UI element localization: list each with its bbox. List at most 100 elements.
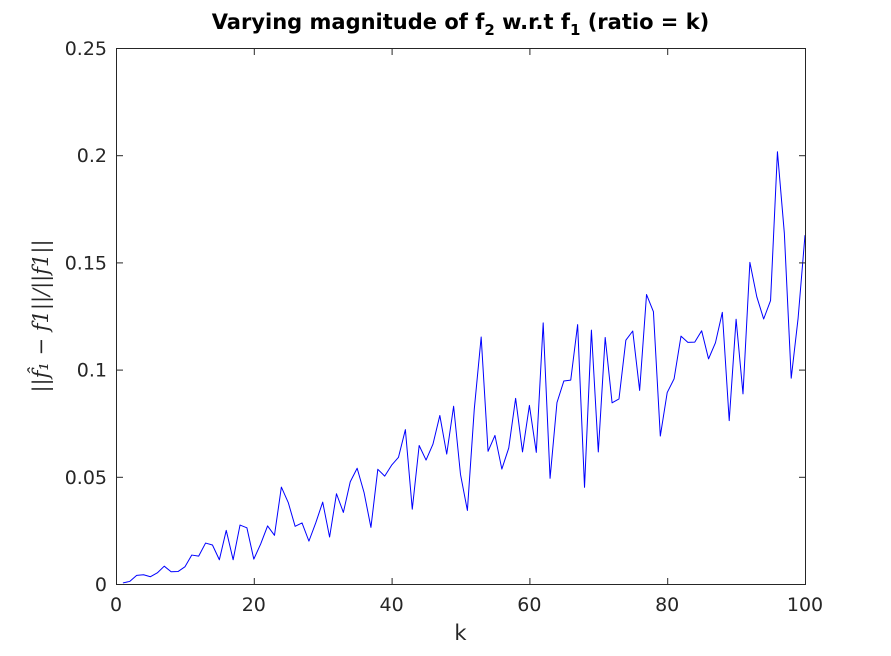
x-tick-label: 40 bbox=[380, 594, 404, 616]
data-point bbox=[660, 435, 661, 436]
data-point bbox=[680, 336, 681, 337]
data-point bbox=[673, 378, 674, 379]
ticks-layer: 0 20 40 60 80 100 0 0.05 0.1 0.15 0.2 0.25 bbox=[65, 38, 823, 616]
data-point bbox=[157, 572, 158, 573]
series-layer bbox=[122, 151, 806, 584]
data-point bbox=[536, 452, 537, 453]
data-point bbox=[171, 571, 172, 572]
data-point bbox=[632, 330, 633, 331]
data-point bbox=[315, 522, 316, 523]
data-point bbox=[515, 398, 516, 399]
data-point bbox=[756, 296, 757, 297]
data-point bbox=[398, 457, 399, 458]
data-point bbox=[384, 476, 385, 477]
data-point bbox=[729, 420, 730, 421]
data-point bbox=[164, 566, 165, 567]
data-point bbox=[584, 487, 585, 488]
x-tick-label: 100 bbox=[787, 594, 823, 616]
data-point bbox=[281, 486, 282, 487]
data-point bbox=[563, 380, 564, 381]
data-point bbox=[288, 502, 289, 503]
data-point bbox=[219, 559, 220, 560]
title-subscript-1: 1 bbox=[570, 21, 580, 39]
data-point bbox=[708, 358, 709, 359]
data-point bbox=[150, 576, 151, 577]
data-point bbox=[357, 468, 358, 469]
data-point bbox=[715, 342, 716, 343]
data-point bbox=[233, 559, 234, 560]
data-point bbox=[687, 342, 688, 343]
data-point bbox=[653, 311, 654, 312]
x-tick-label: 0 bbox=[110, 594, 122, 616]
data-point bbox=[129, 581, 130, 582]
data-point bbox=[177, 571, 178, 572]
data-point bbox=[343, 512, 344, 513]
title-subscript-2: 2 bbox=[484, 21, 494, 39]
chart-title: Varying magnitude of f2 w.r.t f1 (ratio … bbox=[212, 10, 710, 39]
data-point bbox=[487, 451, 488, 452]
data-point bbox=[529, 405, 530, 406]
data-point bbox=[419, 445, 420, 446]
axes-frame bbox=[116, 48, 806, 585]
data-point bbox=[667, 392, 668, 393]
data-point bbox=[694, 342, 695, 343]
plot-area bbox=[116, 48, 805, 584]
data-point bbox=[501, 468, 502, 469]
data-point bbox=[350, 481, 351, 482]
data-point bbox=[736, 319, 737, 320]
data-point bbox=[405, 429, 406, 430]
data-point bbox=[618, 398, 619, 399]
data-point bbox=[336, 493, 337, 494]
data-point bbox=[577, 324, 578, 325]
title-mid: w.r.t f bbox=[495, 10, 571, 34]
data-point bbox=[460, 474, 461, 475]
data-point bbox=[770, 300, 771, 301]
data-point bbox=[777, 151, 778, 152]
y-tick-label: 0.2 bbox=[77, 145, 107, 167]
data-point bbox=[784, 232, 785, 233]
data-point bbox=[453, 406, 454, 407]
data-point bbox=[191, 554, 192, 555]
data-point bbox=[295, 526, 296, 527]
data-point bbox=[701, 330, 702, 331]
data-point bbox=[543, 322, 544, 323]
title-main: Varying magnitude of f bbox=[212, 10, 485, 34]
data-point bbox=[611, 402, 612, 403]
data-point bbox=[412, 509, 413, 510]
data-point bbox=[570, 380, 571, 381]
data-point bbox=[425, 459, 426, 460]
data-point bbox=[246, 527, 247, 528]
data-point bbox=[322, 502, 323, 503]
data-point bbox=[481, 336, 482, 337]
y-tick-label: 0.15 bbox=[65, 252, 107, 274]
series-line-1 bbox=[122, 151, 806, 584]
data-point bbox=[508, 447, 509, 448]
y-tick-label: 0 bbox=[95, 574, 107, 596]
data-point bbox=[274, 535, 275, 536]
data-point bbox=[301, 522, 302, 523]
data-point bbox=[749, 262, 750, 263]
y-tick-label: 0.05 bbox=[65, 467, 107, 489]
data-point bbox=[798, 318, 799, 319]
data-point bbox=[239, 524, 240, 525]
data-point bbox=[522, 451, 523, 452]
data-point bbox=[722, 312, 723, 313]
data-point bbox=[260, 543, 261, 544]
data-point bbox=[639, 390, 640, 391]
data-point bbox=[439, 415, 440, 416]
data-point bbox=[598, 451, 599, 452]
data-point bbox=[184, 566, 185, 567]
data-point bbox=[143, 574, 144, 575]
data-point bbox=[494, 435, 495, 436]
data-point bbox=[212, 544, 213, 545]
data-point bbox=[791, 378, 792, 379]
x-tick-label: 60 bbox=[517, 594, 541, 616]
data-point bbox=[467, 510, 468, 511]
data-point bbox=[556, 402, 557, 403]
data-point bbox=[646, 294, 647, 295]
data-point bbox=[329, 536, 330, 537]
data-point bbox=[549, 478, 550, 479]
data-point bbox=[474, 408, 475, 409]
title-end: (ratio = k) bbox=[580, 10, 709, 34]
